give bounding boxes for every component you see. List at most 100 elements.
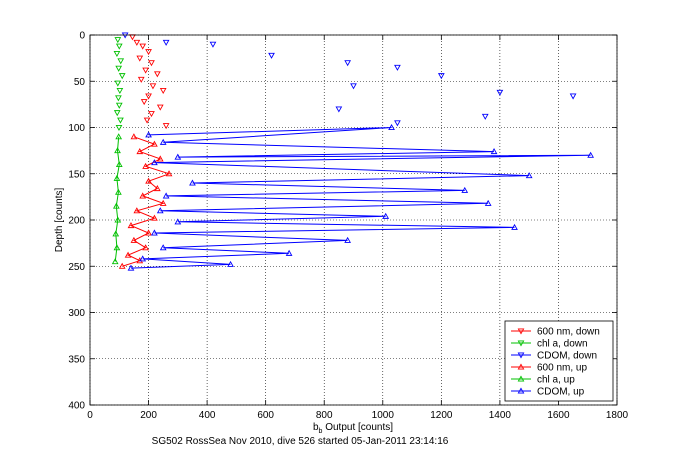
data-point — [139, 192, 147, 199]
data-point — [159, 199, 167, 206]
data-point — [344, 236, 352, 243]
data-point — [145, 49, 152, 56]
data-point — [394, 64, 401, 71]
data-point — [148, 60, 155, 67]
series-line — [114, 136, 120, 262]
figure-caption: SG502 RossSea Nov 2010, dive 526 started… — [152, 436, 449, 447]
data-point — [145, 131, 152, 138]
data-point — [115, 188, 122, 195]
x-tick-label: 1200 — [430, 410, 453, 421]
data-point — [118, 73, 126, 80]
data-point — [113, 110, 121, 117]
data-point — [156, 155, 164, 162]
y-tick-label: 350 — [68, 354, 85, 365]
legend-label: chl a, up — [537, 375, 575, 386]
legend-marker — [517, 363, 525, 370]
legend-marker — [517, 328, 525, 335]
data-point — [151, 214, 158, 221]
data-point — [350, 83, 357, 90]
data-point — [115, 102, 123, 109]
data-point — [382, 212, 390, 219]
legend-box — [504, 320, 614, 402]
data-point — [496, 89, 504, 96]
legend-entry: 600 nm, down — [511, 327, 600, 338]
legend-entry: chl a, up — [511, 375, 575, 386]
data-point — [162, 123, 170, 130]
x-axis-label-main: b — [313, 422, 319, 433]
y-tick-label: 150 — [68, 169, 85, 180]
data-point — [285, 249, 293, 256]
legend-marker — [517, 375, 525, 382]
legend-marker — [517, 352, 525, 359]
data-point — [116, 87, 124, 95]
data-point — [139, 43, 147, 50]
data-point — [114, 80, 122, 87]
data-point — [227, 260, 234, 267]
data-point — [145, 93, 152, 100]
data-point — [525, 172, 533, 179]
series-line — [122, 136, 171, 267]
data-point — [151, 140, 158, 147]
data-point — [136, 148, 144, 155]
data-point — [156, 207, 164, 214]
data-point — [156, 104, 164, 111]
legend-entry: chl a, down — [511, 339, 588, 350]
data-point — [115, 133, 123, 140]
data-point — [114, 147, 121, 154]
plot-area — [111, 32, 595, 271]
data-point — [143, 117, 151, 124]
x-axis-label-rest: Output [counts] — [322, 422, 393, 433]
data-point — [112, 230, 120, 237]
data-point — [115, 160, 123, 168]
data-point — [149, 83, 157, 90]
legend-marker — [517, 387, 525, 394]
data-point — [148, 111, 155, 118]
data-point — [437, 73, 445, 80]
data-point — [142, 67, 149, 74]
legend-label: CDOM, down — [537, 351, 597, 362]
x-tick-label: 600 — [257, 410, 274, 421]
legend-entry: 600 nm, up — [511, 363, 587, 374]
x-tick-label: 1400 — [489, 410, 512, 421]
data-point — [335, 106, 343, 113]
legend-entry: CDOM, down — [511, 351, 597, 362]
data-point — [124, 251, 132, 258]
y-tick-label: 250 — [68, 262, 85, 273]
x-axis-label: bb Output [counts] — [313, 422, 393, 435]
x-tick-label: 0 — [87, 410, 93, 421]
data-point — [189, 179, 196, 186]
data-point — [162, 192, 170, 199]
y-axis-label: Depth [counts] — [54, 188, 65, 253]
data-point — [113, 50, 121, 58]
data-point — [145, 229, 152, 236]
data-point — [151, 159, 158, 166]
data-point — [587, 151, 595, 158]
data-point — [115, 124, 123, 132]
legend-label: CDOM, up — [537, 387, 585, 398]
data-point — [136, 257, 144, 264]
data-point — [151, 229, 158, 236]
data-point — [139, 255, 147, 262]
legend-label: 600 nm, down — [537, 327, 600, 338]
data-point — [484, 199, 492, 206]
data-point — [130, 133, 138, 140]
data-point — [511, 223, 518, 230]
data-point — [117, 58, 125, 65]
data-point — [174, 153, 182, 160]
legend-entry: CDOM, up — [511, 387, 585, 398]
data-point — [159, 87, 167, 95]
data-point — [461, 186, 469, 193]
x-tick-label: 1600 — [547, 410, 570, 421]
series — [118, 133, 173, 269]
data-point — [113, 174, 121, 181]
data-point — [127, 264, 135, 271]
data-point — [142, 162, 149, 169]
data-point — [159, 244, 167, 251]
series — [127, 123, 595, 271]
data-point — [114, 216, 122, 223]
data-point — [142, 244, 149, 251]
data-point — [159, 138, 167, 145]
data-point — [130, 236, 138, 243]
